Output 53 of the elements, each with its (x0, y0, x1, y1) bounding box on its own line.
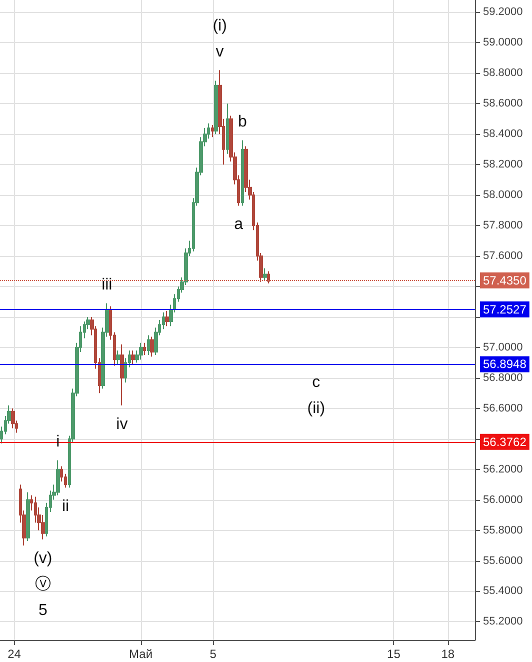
candlestick (26, 492, 30, 542)
candlestick (241, 140, 244, 206)
y-tick-label: 55.6000 (483, 554, 523, 567)
candlestick (139, 342, 143, 360)
annotation: (v) ⓥ 5 (34, 550, 52, 619)
y-tick-label: 58.6000 (483, 98, 523, 110)
candlestick (165, 310, 169, 327)
y-tick-label: 58.2000 (483, 158, 523, 171)
x-tick-label: 24 (8, 647, 22, 661)
y-tick-label: 56.8000 (483, 372, 523, 384)
candlestick (147, 334, 150, 356)
y-tick-label: 56.2000 (483, 463, 523, 476)
annotation: ii (62, 498, 70, 516)
ref-line-label: 57.2527 (483, 302, 527, 316)
y-tick-label: 55.2000 (483, 616, 523, 628)
ref-line-label: 56.3762 (483, 434, 527, 449)
y-tick-label: 55.8000 (483, 524, 523, 536)
y-tick-label: 57.0000 (483, 341, 523, 354)
candlestick (211, 124, 214, 138)
candlestick (11, 408, 15, 429)
candlestick (263, 268, 267, 281)
annotation: iii (102, 276, 112, 294)
candlestick (214, 80, 218, 135)
ref-line-label: 57.4350 (483, 273, 527, 288)
candlestick (226, 103, 229, 154)
x-tick-label: Май (129, 647, 153, 661)
annotation: b (238, 114, 247, 131)
annotation: c (ii) (307, 374, 326, 417)
candlestick (150, 336, 154, 358)
y-tick-label: 59.2000 (483, 6, 523, 18)
x-tick-label: 15 (387, 647, 401, 661)
x-tick-label: 5 (210, 647, 217, 661)
y-tick-label: 57.8000 (483, 220, 523, 232)
y-tick-label: 58.0000 (483, 189, 523, 202)
annotation: (i) v (212, 18, 227, 61)
candlestick (267, 270, 270, 284)
annotation: iv (116, 416, 128, 433)
candlestick (120, 344, 124, 406)
annotation: a (234, 216, 244, 234)
y-tick-label: 59.0000 (483, 36, 523, 49)
y-tick-label: 55.4000 (483, 585, 523, 598)
x-tick-label: 18 (441, 647, 455, 661)
candlestick (131, 350, 135, 365)
candlestick (143, 342, 146, 356)
candlestick (56, 460, 60, 496)
y-tick-label: 58.8000 (483, 67, 523, 80)
y-tick-label: 58.4000 (483, 128, 523, 140)
y-tick-label: 56.6000 (483, 402, 523, 414)
y-tick-label: 57.6000 (483, 250, 523, 262)
annotation: i (56, 434, 60, 451)
y-tick-label: 56.0000 (483, 494, 523, 506)
candlestick (116, 350, 120, 365)
ref-line-label: 56.8948 (483, 357, 527, 372)
